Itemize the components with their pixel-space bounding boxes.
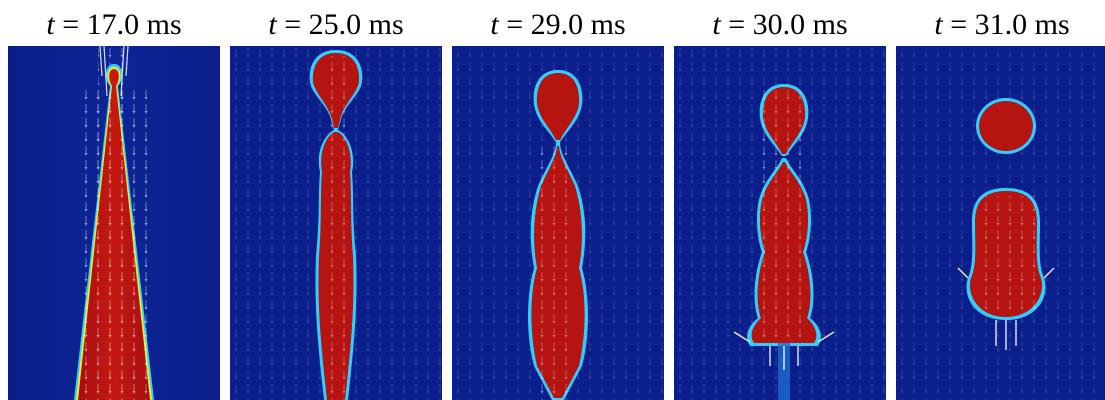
simulation-frame <box>452 46 664 400</box>
panel-title: t = 29.0 ms <box>490 8 626 41</box>
panel-t25: t = 25.0 ms <box>230 0 442 400</box>
panel-t17: t = 17.0 ms <box>8 0 220 400</box>
jet-snapshot-image <box>230 46 442 400</box>
panel-t29: t = 29.0 ms <box>452 0 664 400</box>
jet-snapshot-image <box>896 46 1105 400</box>
simulation-frame <box>896 46 1105 400</box>
panel-t31: t = 31.0 ms <box>896 0 1105 400</box>
simulation-frame <box>674 46 886 400</box>
jet-snapshot-image <box>452 46 664 400</box>
panel-title: t = 31.0 ms <box>934 8 1070 41</box>
jet-snapshot-image <box>8 46 220 400</box>
panel-title: t = 30.0 ms <box>712 8 848 41</box>
simulation-frame <box>230 46 442 400</box>
panel-title: t = 25.0 ms <box>268 8 404 41</box>
panel-t30: t = 30.0 ms <box>674 0 886 400</box>
simulation-frame <box>8 46 220 400</box>
jet-snapshot-image <box>674 46 886 400</box>
panel-title: t = 17.0 ms <box>46 8 182 41</box>
